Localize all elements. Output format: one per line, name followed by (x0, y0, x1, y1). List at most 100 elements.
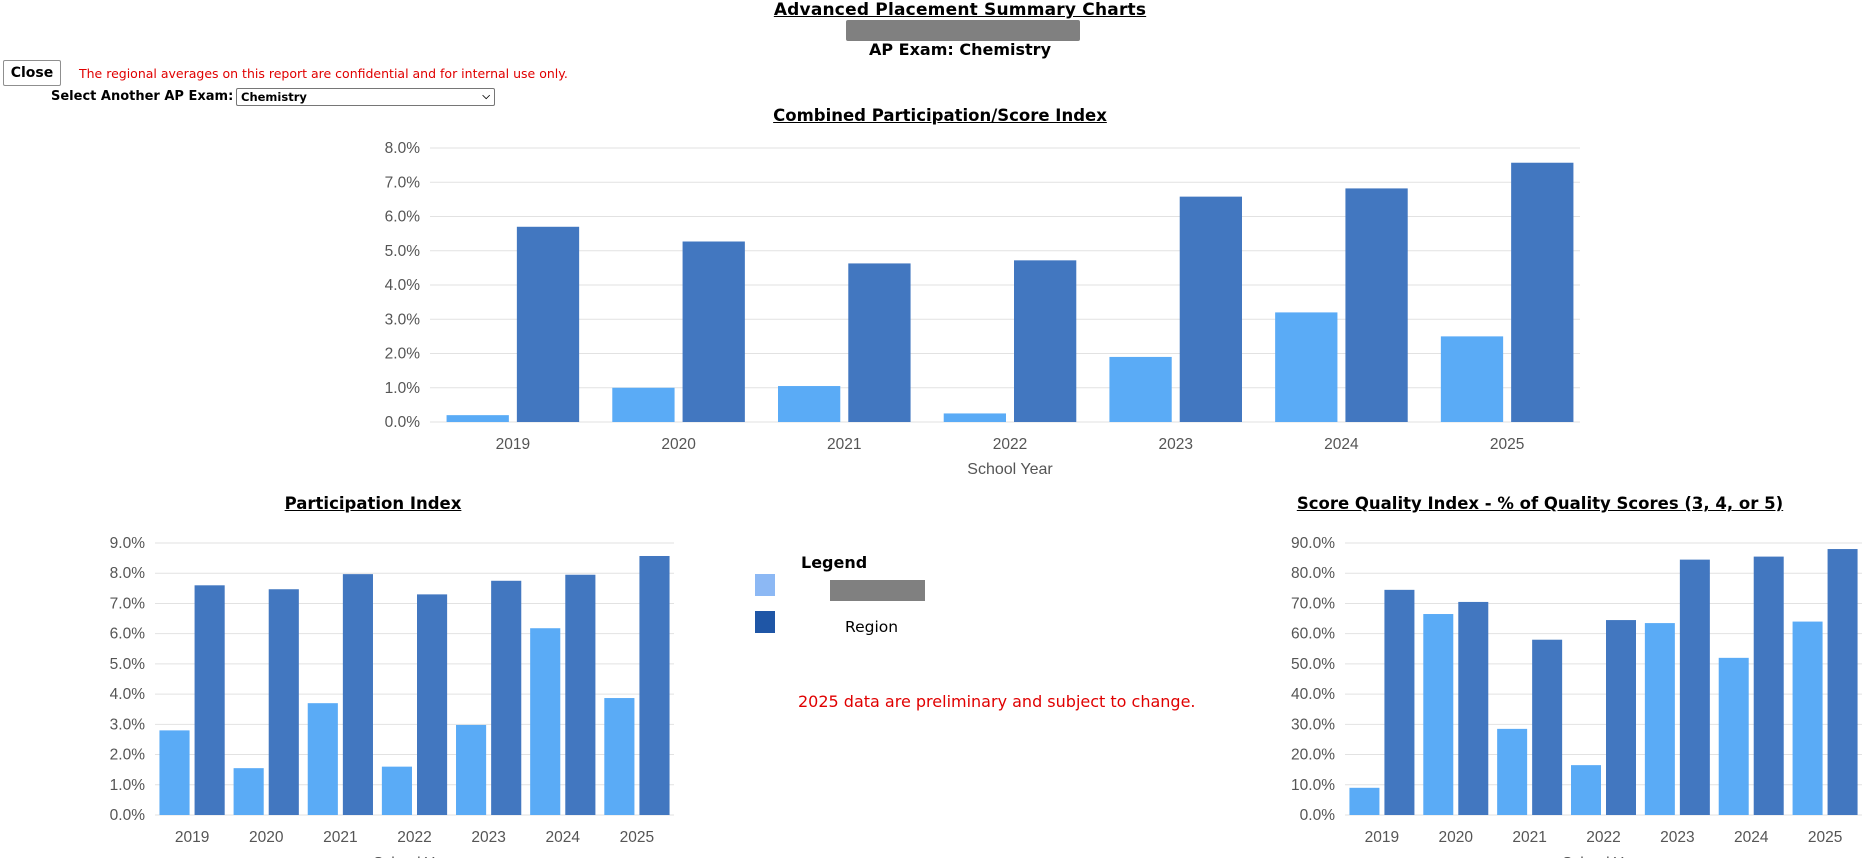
y-tick-label: 6.0% (110, 626, 146, 643)
exam-select[interactable]: Chemistry ⌵ (236, 88, 495, 106)
y-tick-label: 6.0% (385, 209, 421, 226)
bar-school (612, 387, 675, 422)
y-tick-label: 1.0% (110, 777, 146, 794)
y-tick-label: 30.0% (1291, 716, 1335, 733)
select-exam-label: Select Another AP Exam: (51, 89, 234, 104)
bar-school (1349, 787, 1380, 815)
x-tick-label: 2025 (1490, 436, 1524, 453)
bar-region (565, 574, 596, 815)
y-tick-label: 4.0% (385, 277, 421, 294)
x-axis-label: School Year (967, 461, 1053, 478)
x-tick-label: 2025 (1808, 829, 1842, 846)
x-tick-label: 2021 (1512, 829, 1546, 846)
x-tick-label: 2019 (175, 829, 209, 846)
y-tick-label: 7.0% (385, 174, 421, 191)
x-tick-label: 2021 (827, 436, 861, 453)
y-tick-label: 8.0% (110, 565, 146, 582)
x-tick-label: 2023 (1660, 829, 1694, 846)
bar-region (1606, 620, 1636, 815)
bar-school (1275, 312, 1338, 422)
bar-school (1440, 336, 1504, 422)
bar-school (456, 724, 487, 815)
y-tick-label: 80.0% (1291, 565, 1335, 582)
x-tick-label: 2022 (397, 829, 431, 846)
y-tick-label: 8.0% (385, 140, 421, 157)
x-axis-label: School Year (373, 855, 456, 858)
x-tick-label: 2021 (323, 829, 357, 846)
x-tick-label: 2020 (661, 436, 696, 453)
y-tick-label: 0.0% (385, 414, 421, 431)
y-tick-label: 3.0% (385, 311, 421, 328)
bar-school (381, 766, 412, 815)
bar-region (1511, 162, 1574, 422)
bar-school (1423, 614, 1454, 815)
x-axis-label: School Year (1562, 855, 1645, 858)
combined-index-chart: 0.0% 1.0% 2.0% 3.0% 4.0% 5.0% 6.0% 7.0% 8.0% 2019… (385, 140, 1580, 478)
bar-school (778, 386, 841, 422)
redacted-school-legend (830, 580, 925, 601)
bar-school (1792, 621, 1823, 815)
bar-school (943, 413, 1006, 422)
x-tick-label: 2024 (1734, 829, 1769, 846)
y-tick-label: 2.0% (110, 747, 146, 764)
x-tick-label: 2019 (496, 436, 530, 453)
y-tick-label: 60.0% (1291, 626, 1335, 643)
bar-school (1109, 356, 1172, 422)
report-title: Advanced Placement Summary Charts (773, 0, 1147, 20)
bar-school (446, 415, 509, 422)
x-tick-label: 2020 (1439, 829, 1474, 846)
bar-school (1571, 765, 1601, 815)
y-tick-label: 90.0% (1291, 535, 1335, 552)
x-tick-label: 2024 (1324, 436, 1359, 453)
y-tick-label: 5.0% (385, 243, 421, 260)
bar-region (682, 241, 745, 422)
y-tick-label: 7.0% (110, 595, 146, 612)
x-tick-label: 2019 (1365, 829, 1399, 846)
bar-region (268, 589, 299, 815)
bar-region (1679, 559, 1710, 815)
y-tick-label: 50.0% (1291, 656, 1335, 673)
y-tick-label: 20.0% (1291, 747, 1335, 764)
x-tick-label: 2020 (249, 829, 284, 846)
bar-region (1458, 601, 1489, 815)
bar-region (639, 555, 670, 815)
bar-region (1384, 589, 1415, 815)
bar-region (417, 594, 448, 815)
x-tick-label: 2022 (993, 436, 1027, 453)
exam-label: AP Exam: Chemistry (869, 40, 1051, 59)
bar-region (1753, 556, 1784, 815)
bar-school (1497, 728, 1528, 815)
x-tick-label: 2025 (620, 829, 654, 846)
score-quality-chart-title: Score Quality Index - % of Quality Score… (1296, 494, 1784, 513)
bar-region (1532, 639, 1563, 815)
y-tick-label: 1.0% (385, 380, 421, 397)
exam-select-value: Chemistry (241, 90, 307, 104)
y-tick-label: 10.0% (1291, 777, 1335, 794)
bar-region (848, 263, 911, 422)
preliminary-note: 2025 data are preliminary and subject to… (798, 692, 1196, 711)
x-tick-label: 2022 (1586, 829, 1620, 846)
y-tick-label: 9.0% (110, 535, 146, 552)
bar-school (159, 730, 190, 815)
y-tick-label: 40.0% (1291, 686, 1335, 703)
bar-region (516, 226, 580, 422)
bar-school (307, 703, 338, 815)
bar-school (530, 628, 561, 815)
legend-swatch-region (755, 611, 775, 633)
score-quality-index-chart: 0.0% 10.0% 20.0% 30.0% 40.0% 50.0% 60.0% 70.0% 8… (1291, 535, 1862, 858)
bar-region (194, 585, 225, 815)
bar-region (491, 580, 522, 815)
x-tick-label: 2024 (546, 829, 581, 846)
close-button[interactable]: Close (3, 60, 61, 86)
x-tick-label: 2023 (1158, 436, 1192, 453)
y-tick-label: 0.0% (1300, 807, 1336, 824)
bar-region (342, 574, 373, 815)
redacted-school-name (846, 20, 1080, 41)
y-tick-label: 70.0% (1291, 595, 1335, 612)
bar-school (1644, 623, 1675, 815)
bar-region (1345, 188, 1408, 422)
bar-region (1827, 549, 1858, 815)
y-tick-label: 2.0% (385, 346, 421, 363)
legend-title: Legend (801, 553, 868, 572)
participation-index-chart: 0.0% 1.0% 2.0% 3.0% 4.0% 5.0% 6.0% 7.0% 8.0% 9.0%… (110, 535, 674, 858)
